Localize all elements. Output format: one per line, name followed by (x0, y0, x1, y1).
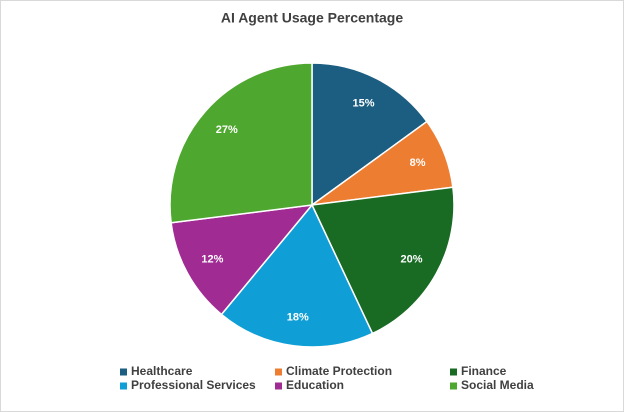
legend-swatch (275, 382, 282, 390)
legend-swatch (450, 382, 457, 390)
pie-slice (170, 204, 314, 316)
data-label: 12% (201, 254, 223, 266)
data-label: 8% (410, 157, 426, 169)
chart-title: AI Agent Usage Percentage (221, 10, 404, 26)
legend-swatch (120, 368, 127, 376)
data-label: 27% (216, 124, 238, 136)
legend-label: Climate Protection (286, 364, 392, 378)
legend-swatch (275, 368, 282, 376)
legend-label: Education (286, 378, 344, 392)
pie-slice (311, 62, 428, 207)
data-label: 20% (401, 254, 423, 266)
data-label: 18% (287, 312, 309, 324)
legend-label: Healthcare (131, 364, 193, 378)
data-label: 15% (353, 98, 375, 110)
legend-swatch (120, 382, 127, 390)
pie-slice (220, 203, 374, 348)
pie-slice (310, 186, 455, 335)
legend-label: Professional Services (131, 378, 256, 392)
legend-label: Finance (461, 364, 507, 378)
legend-swatch (450, 368, 457, 376)
legend-label: Social Media (461, 378, 534, 392)
pie-slice (169, 62, 313, 224)
